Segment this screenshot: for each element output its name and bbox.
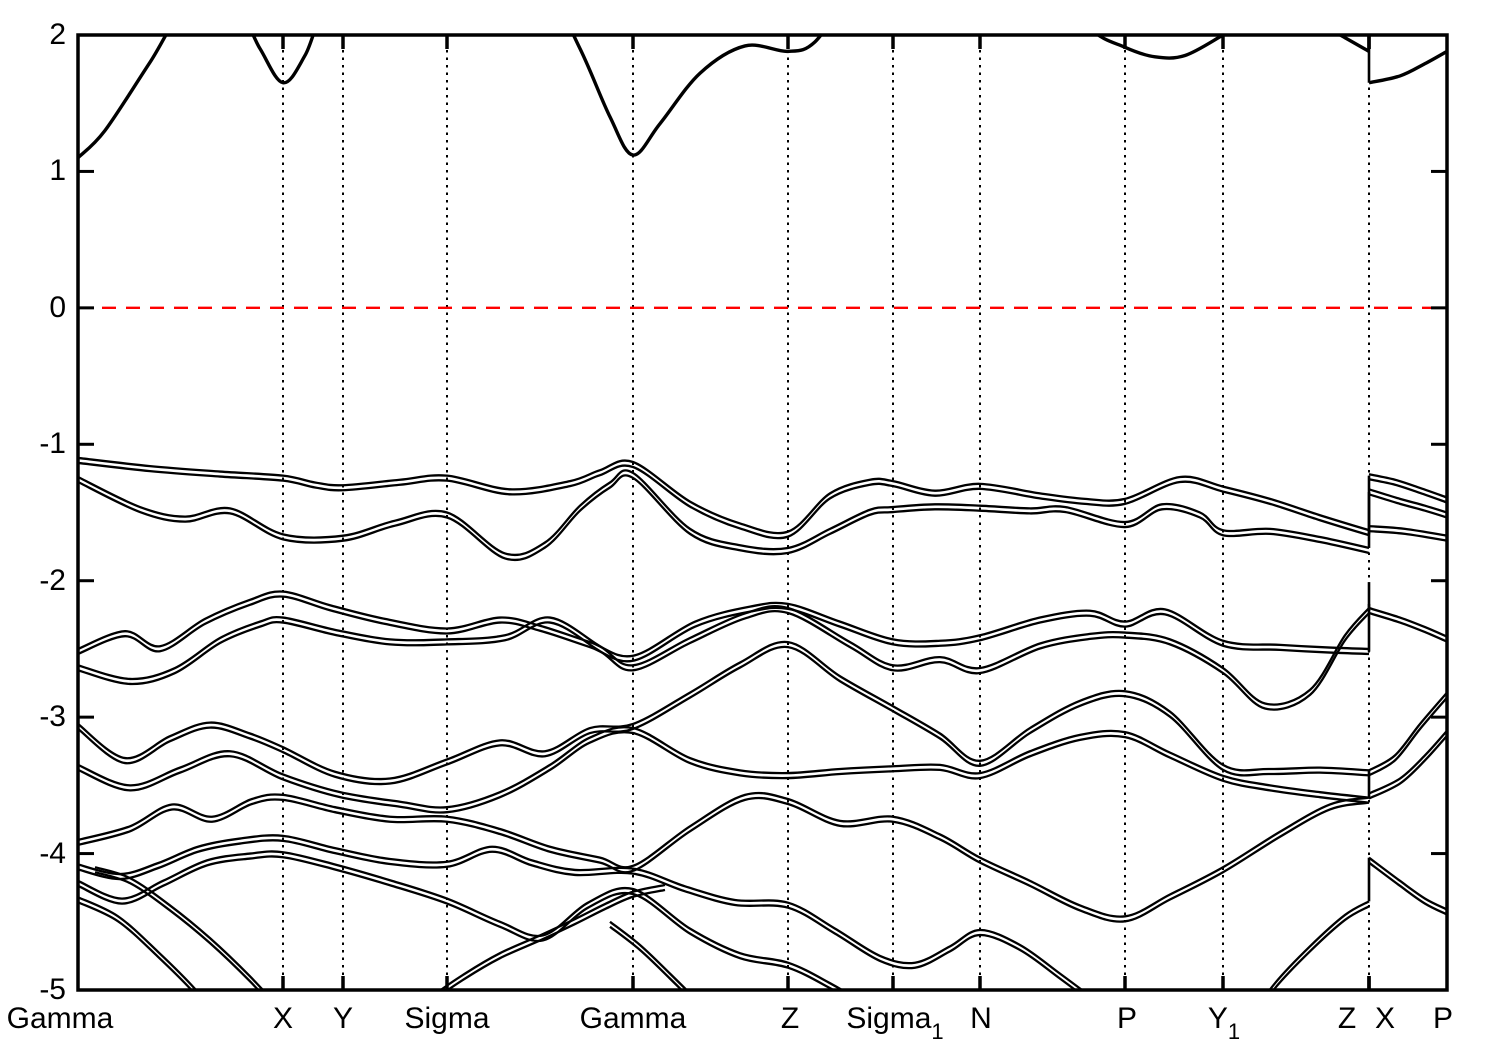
y-axis-label--4: -4	[39, 836, 66, 870]
band-r7	[1368, 856, 1447, 911]
band-v3-split	[78, 595, 1370, 663]
plot-border	[76, 33, 1449, 992]
x-axis-label-9-Y1: Y1	[1207, 1002, 1241, 1044]
band-r2-split	[1368, 493, 1447, 519]
band-r6-split	[1368, 735, 1447, 800]
band-v3	[78, 590, 1370, 658]
band-r3-split	[1368, 529, 1447, 542]
band-v8	[78, 834, 1084, 990]
band-v9-split	[78, 855, 836, 990]
x-axis-label-6-Sigma1: Sigma1	[846, 1002, 944, 1044]
x-axis-label-2-Y: Y	[332, 1002, 354, 1035]
x-axis-label-1-X: X	[272, 1002, 294, 1035]
y-axis-label--5: -5	[39, 973, 66, 1006]
band-r2	[1368, 488, 1447, 514]
band-v10	[78, 896, 198, 990]
band-v1-split	[78, 461, 1370, 540]
band-v4-split	[78, 609, 1370, 711]
band-v12-split	[445, 888, 666, 990]
x-axis-label-10-Z: Z	[1337, 1002, 1357, 1035]
band-v6-split	[78, 731, 1370, 814]
band-r6	[1368, 730, 1447, 795]
band-r7-split	[1368, 861, 1447, 916]
band-v11-split	[94, 871, 260, 990]
x-axis-label-4-Gamma: Gamma	[579, 1002, 687, 1035]
band-r3	[1368, 524, 1447, 537]
band-r1	[1368, 473, 1447, 499]
band-v4	[78, 604, 1370, 706]
band-v2-split	[78, 474, 1370, 562]
y-axis-label-1: 1	[49, 154, 66, 188]
x-axis-label-3-Sigma: Sigma	[404, 1002, 490, 1035]
y-axis-label--2: -2	[39, 563, 66, 597]
x-axis-label-0-Gamma: Gamma	[6, 1002, 114, 1035]
band-r5-split	[1368, 696, 1447, 777]
x-axis-label-8-P: P	[1116, 1002, 1138, 1035]
band-v5	[78, 640, 1370, 781]
band-r4	[1368, 606, 1447, 638]
band-v2	[78, 469, 1370, 557]
band-v8-split	[78, 839, 1078, 990]
band-v7	[78, 791, 1370, 918]
band-v5-split	[78, 645, 1370, 786]
x-axis-label-12-P: P	[1432, 1002, 1454, 1035]
band-v6	[78, 726, 1370, 809]
band-conduction	[78, 35, 1370, 160]
band-v9	[78, 850, 845, 990]
y-axis-label--3: -3	[39, 700, 66, 734]
bands-group	[78, 35, 1447, 990]
band-v8-arch-split	[1272, 905, 1370, 990]
band-r1-split	[1368, 478, 1447, 504]
x-axis-label-11-X: X	[1374, 1002, 1396, 1035]
band-r4-split	[1368, 611, 1447, 643]
y-axis-label-2: 2	[49, 18, 66, 51]
band-v8-arch	[1268, 900, 1370, 990]
band-conduction-XP	[1368, 49, 1447, 85]
band-v11	[94, 866, 265, 990]
band-v1	[78, 456, 1370, 535]
band-v7-split	[78, 796, 1370, 923]
band-v10-split	[78, 901, 194, 990]
band-r5	[1368, 691, 1447, 772]
x-axis-label-5-Z: Z	[780, 1002, 800, 1035]
x-axis-label-7-N: N	[970, 1002, 992, 1035]
y-axis-label-0: 0	[49, 290, 66, 324]
band-v13	[609, 920, 689, 990]
y-axis-label--1: -1	[39, 427, 66, 461]
band-v13-split	[609, 925, 684, 990]
